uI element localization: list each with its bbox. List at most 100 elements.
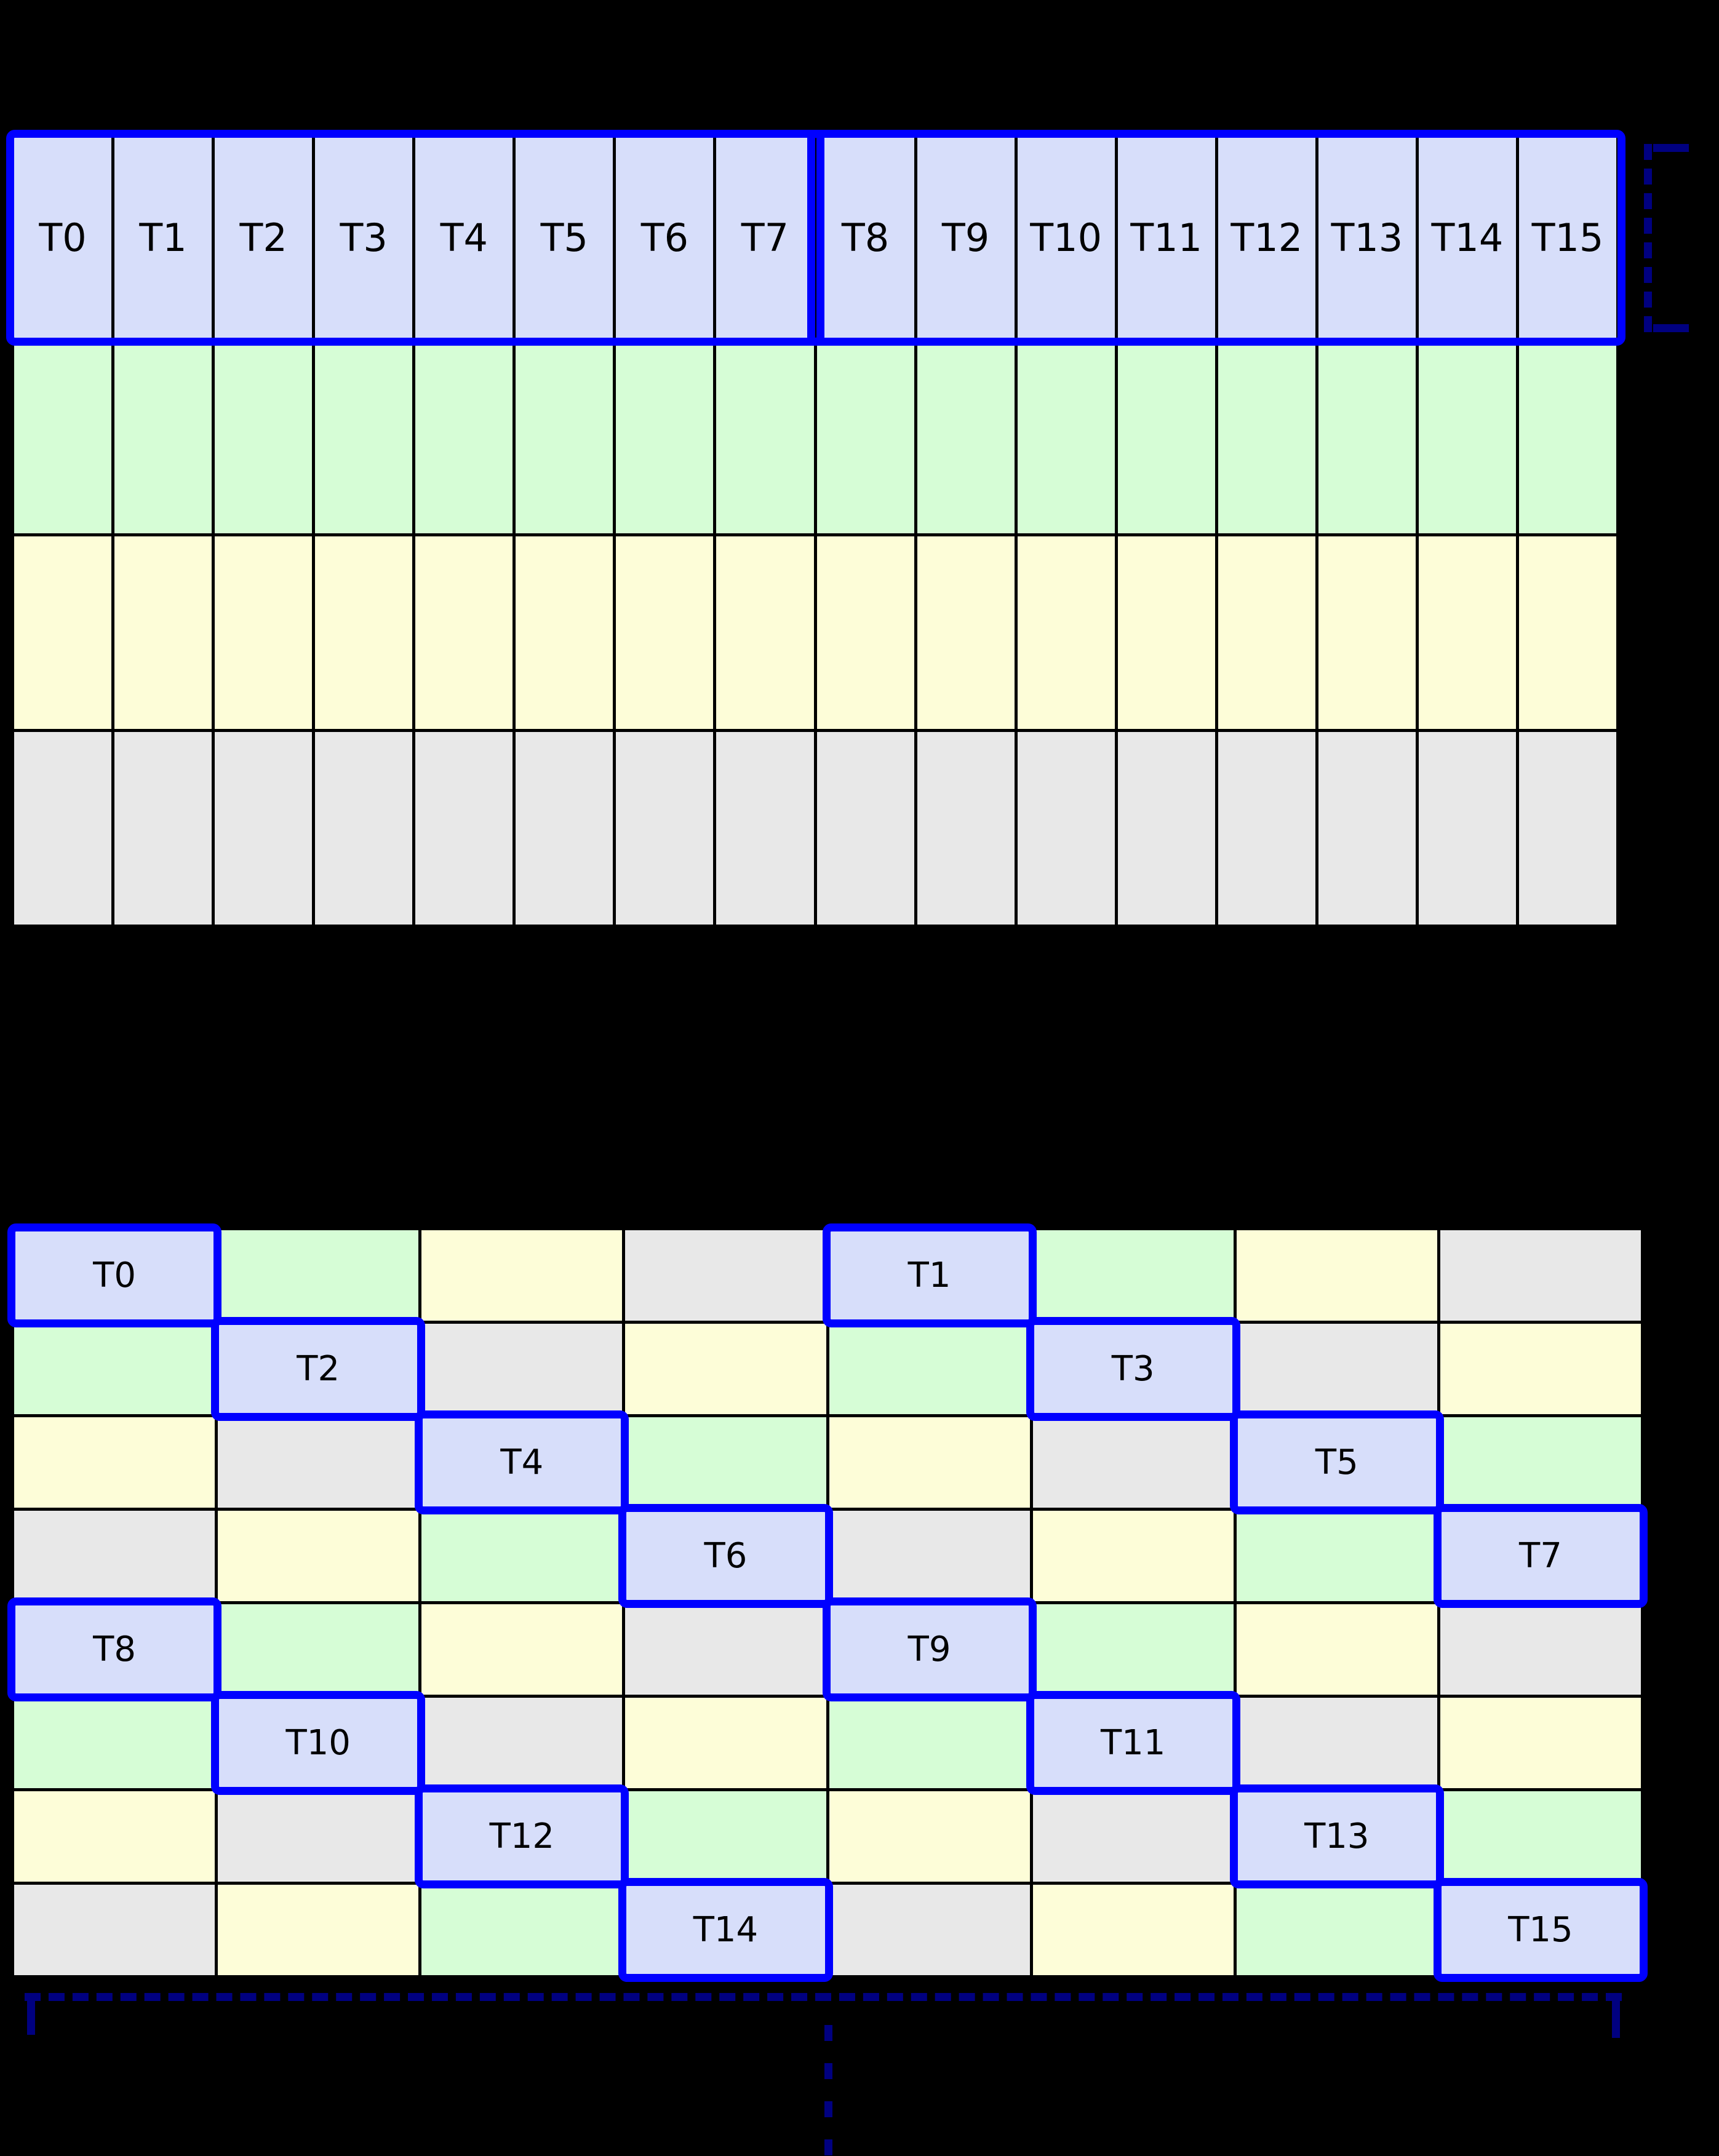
access-cell-green	[421, 1511, 623, 1601]
access-thread-cell-T12: T12	[415, 1784, 629, 1888]
thread-label: T0	[39, 215, 87, 260]
access-cell-yellow	[421, 1230, 623, 1321]
access-cell-green	[829, 1698, 1030, 1788]
memory-cell-gray	[315, 732, 413, 925]
memory-cell-green	[1318, 341, 1416, 533]
top-thread-cell-T3: T3	[315, 138, 413, 338]
memory-cell-green	[1218, 341, 1315, 533]
access-thread-cell-T7: T7	[1433, 1504, 1648, 1608]
thread-label: T9	[941, 215, 990, 260]
access-cell-gray	[421, 1324, 623, 1414]
thread-label: T5	[540, 215, 588, 260]
access-cell-gray	[218, 1417, 419, 1508]
memory-cell-green	[215, 341, 313, 533]
access-cell-gray	[625, 1230, 826, 1321]
memory-cell-yellow	[917, 536, 1015, 729]
access-thread-cell-T10: T10	[211, 1691, 426, 1795]
memory-cell-green	[917, 341, 1015, 533]
access-thread-cell-T11: T11	[1026, 1691, 1240, 1795]
memory-cell-green	[1117, 341, 1215, 533]
access-cell-yellow	[1236, 1604, 1437, 1695]
access-cell-green	[14, 1324, 215, 1414]
access-thread-cell-T15: T15	[1433, 1878, 1648, 1982]
thread-label: T12	[1230, 215, 1303, 260]
memory-cell-green	[1418, 341, 1516, 533]
grid-width-bracket-left-tick-icon	[27, 2001, 35, 2035]
top-thread-cell-T13: T13	[1318, 138, 1416, 338]
access-cell-yellow	[829, 1791, 1030, 1882]
thread-label: T12	[489, 1816, 555, 1856]
thread-label: T9	[907, 1629, 951, 1669]
memory-cell-yellow	[1117, 536, 1215, 729]
thread-label: T14	[693, 1909, 759, 1950]
access-cell-gray	[218, 1791, 419, 1882]
access-thread-cell-T0: T0	[7, 1223, 222, 1327]
memory-cell-green	[1518, 341, 1616, 533]
memory-cell-yellow	[816, 536, 914, 729]
thread-label: T15	[1508, 1909, 1573, 1950]
memory-cell-gray	[215, 732, 313, 925]
access-cell-green	[421, 1885, 623, 1975]
grid-width-bracket-right-tick-icon	[1612, 2001, 1620, 2038]
memory-cell-gray	[1418, 732, 1516, 925]
top-thread-cell-T7: T7	[716, 138, 814, 338]
access-cell-gray	[829, 1511, 1030, 1601]
memory-cell-green	[14, 341, 112, 533]
access-thread-cell-T1: T1	[822, 1223, 1037, 1327]
thread-label: T15	[1531, 215, 1604, 260]
memory-cell-green	[315, 341, 413, 533]
memory-cell-yellow	[1017, 536, 1115, 729]
thread-label: T4	[500, 1442, 544, 1482]
access-cell-gray	[625, 1604, 826, 1695]
access-thread-cell-T4: T4	[415, 1410, 629, 1514]
memory-cell-yellow	[1218, 536, 1315, 729]
access-cell-yellow	[1236, 1230, 1437, 1321]
memory-cell-gray	[716, 732, 814, 925]
access-cell-yellow	[421, 1604, 623, 1695]
thread-label: T5	[1315, 1442, 1358, 1482]
access-cell-yellow	[14, 1791, 215, 1882]
access-cell-yellow	[218, 1885, 419, 1975]
access-cell-gray	[14, 1885, 215, 1975]
thread-label: T0	[93, 1255, 136, 1295]
memory-cell-yellow	[516, 536, 613, 729]
access-cell-green	[1032, 1230, 1234, 1321]
memory-cell-gray	[516, 732, 613, 925]
thread-label: T11	[1130, 215, 1203, 260]
memory-cell-green	[516, 341, 613, 533]
memory-cell-gray	[1017, 732, 1115, 925]
access-cell-yellow	[1440, 1698, 1641, 1788]
top-thread-cell-T1: T1	[114, 138, 212, 338]
thread-label: T4	[440, 215, 488, 260]
access-cell-yellow	[14, 1417, 215, 1508]
memory-cell-gray	[415, 732, 513, 925]
top-memory-grid: T0 T1 T2 T3 T4 T5 T6 T7 T8 T9 T10 T11 T12 T13 T14 T15	[11, 135, 1619, 928]
memory-cell-yellow	[14, 536, 112, 729]
access-thread-cell-T6: T6	[618, 1504, 833, 1608]
memory-cell-yellow	[1418, 536, 1516, 729]
top-thread-cell-T2: T2	[215, 138, 313, 338]
access-thread-cell-T13: T13	[1229, 1784, 1444, 1888]
thread-label: T3	[340, 215, 388, 260]
memory-cell-gray	[616, 732, 714, 925]
memory-cell-gray	[1117, 732, 1215, 925]
memory-cell-green	[616, 341, 714, 533]
top-thread-cell-T5: T5	[516, 138, 613, 338]
access-thread-cell-T14: T14	[618, 1878, 833, 1982]
access-cell-yellow	[829, 1417, 1030, 1508]
thread-row-bracket-icon	[1644, 144, 1652, 332]
memory-cell-gray	[14, 732, 112, 925]
memory-cell-yellow	[114, 536, 212, 729]
access-cell-green	[1440, 1417, 1641, 1508]
top-thread-cell-T9: T9	[917, 138, 1015, 338]
access-cell-gray	[1032, 1791, 1234, 1882]
thread-label: T3	[1111, 1348, 1155, 1389]
continuation-ellipsis-icon	[824, 2025, 832, 2041]
thread-label: T14	[1431, 215, 1504, 260]
access-cell-yellow	[1440, 1324, 1641, 1414]
thread-label: T2	[297, 1348, 340, 1389]
continuation-ellipsis-icon	[824, 2063, 832, 2079]
memory-cell-gray	[1518, 732, 1616, 925]
access-thread-cell-T9: T9	[822, 1597, 1037, 1701]
memory-cell-yellow	[716, 536, 814, 729]
